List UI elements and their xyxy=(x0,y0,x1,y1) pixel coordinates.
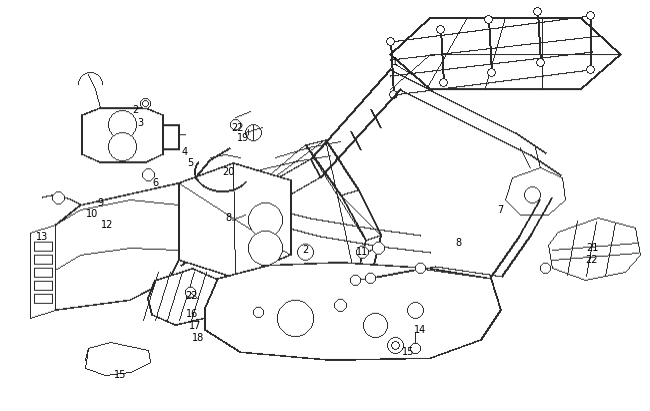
Text: 21: 21 xyxy=(586,243,598,253)
Text: 18: 18 xyxy=(192,333,204,343)
Text: 15: 15 xyxy=(114,370,126,380)
Text: 8: 8 xyxy=(455,238,461,248)
Text: 5: 5 xyxy=(187,158,193,168)
Text: 7: 7 xyxy=(497,205,503,215)
Text: 4: 4 xyxy=(182,147,188,157)
Text: 1: 1 xyxy=(392,57,398,67)
Text: 22: 22 xyxy=(231,123,243,133)
Text: 14: 14 xyxy=(414,325,426,335)
Text: 13: 13 xyxy=(36,232,48,242)
Text: 19: 19 xyxy=(237,133,249,143)
Text: 22: 22 xyxy=(585,255,597,265)
Text: 11: 11 xyxy=(356,247,368,257)
Text: 3: 3 xyxy=(137,118,143,128)
Text: 17: 17 xyxy=(188,321,202,331)
Text: 8: 8 xyxy=(225,213,231,223)
Text: 20: 20 xyxy=(222,167,234,177)
Text: 9: 9 xyxy=(97,198,103,208)
Text: 2: 2 xyxy=(132,105,138,115)
Text: 2: 2 xyxy=(302,245,308,255)
Text: 15: 15 xyxy=(402,347,414,357)
Text: 16: 16 xyxy=(186,309,198,319)
Text: 6: 6 xyxy=(152,178,158,188)
Text: 22: 22 xyxy=(186,291,198,301)
Text: 12: 12 xyxy=(101,220,113,230)
Text: 10: 10 xyxy=(86,209,98,219)
